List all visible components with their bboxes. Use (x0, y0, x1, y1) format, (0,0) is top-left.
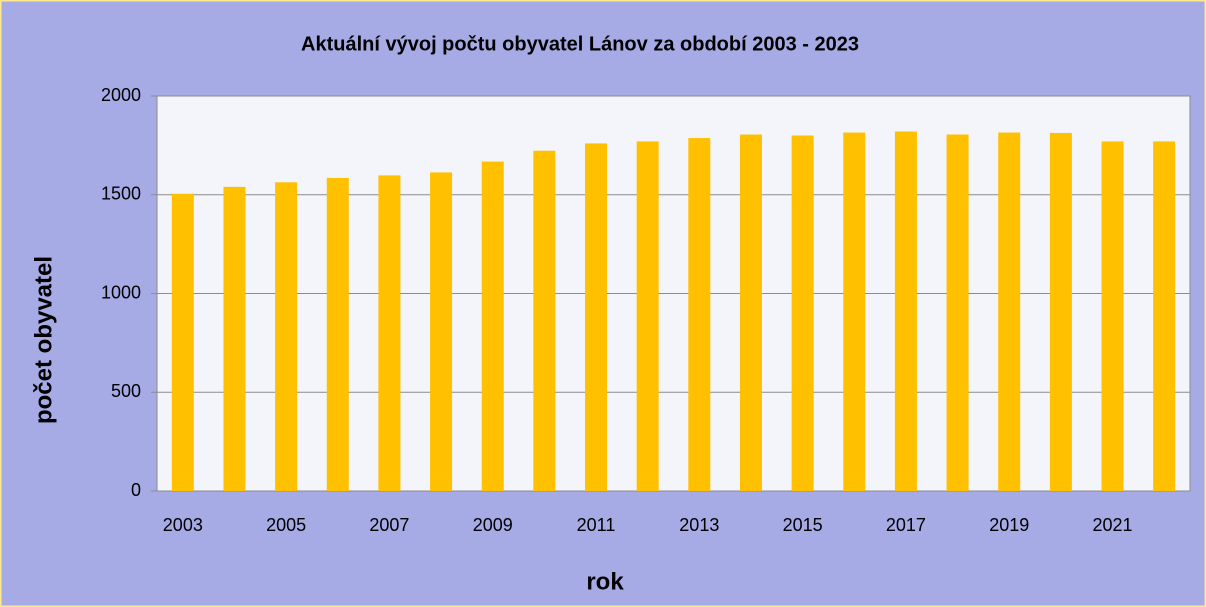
x-tick-label: 2005 (266, 515, 306, 535)
bar (326, 177, 349, 491)
y-tick-label: 2000 (101, 85, 141, 105)
y-tick-label: 1500 (101, 184, 141, 204)
bar (275, 182, 298, 491)
x-axis-label: rok (586, 568, 624, 595)
bar (1101, 141, 1124, 492)
y-tick-label: 500 (111, 381, 141, 401)
x-tick-label: 2003 (163, 515, 203, 535)
x-tick-label: 2011 (577, 515, 616, 535)
chart-title: Aktuální vývoj počtu obyvatel Lánov za o… (301, 33, 859, 55)
bar (378, 175, 401, 491)
x-tick-label: 2019 (989, 515, 1029, 535)
bar (223, 186, 246, 491)
bar (481, 161, 504, 491)
bar (998, 132, 1021, 491)
x-tick-label: 2021 (1093, 515, 1133, 535)
bar (946, 134, 969, 491)
bar (1153, 141, 1176, 492)
bar (688, 138, 711, 491)
bar (171, 193, 194, 491)
x-tick-label: 2015 (783, 515, 823, 535)
bar (533, 150, 556, 491)
bar (636, 141, 659, 492)
y-tick-label: 0 (131, 480, 141, 500)
x-tick-label: 2007 (369, 515, 409, 535)
bar (739, 134, 762, 491)
y-axis-label: počet obyvatel (30, 256, 57, 424)
bar (430, 172, 453, 491)
bar (585, 143, 608, 491)
bar (843, 132, 866, 491)
bar (1049, 132, 1072, 491)
bar (791, 135, 814, 491)
bar (894, 131, 917, 492)
x-tick-label: 2013 (679, 515, 719, 535)
x-tick-label: 2009 (473, 515, 513, 535)
x-tick-label: 2017 (886, 515, 926, 535)
y-tick-label: 1000 (101, 282, 141, 302)
